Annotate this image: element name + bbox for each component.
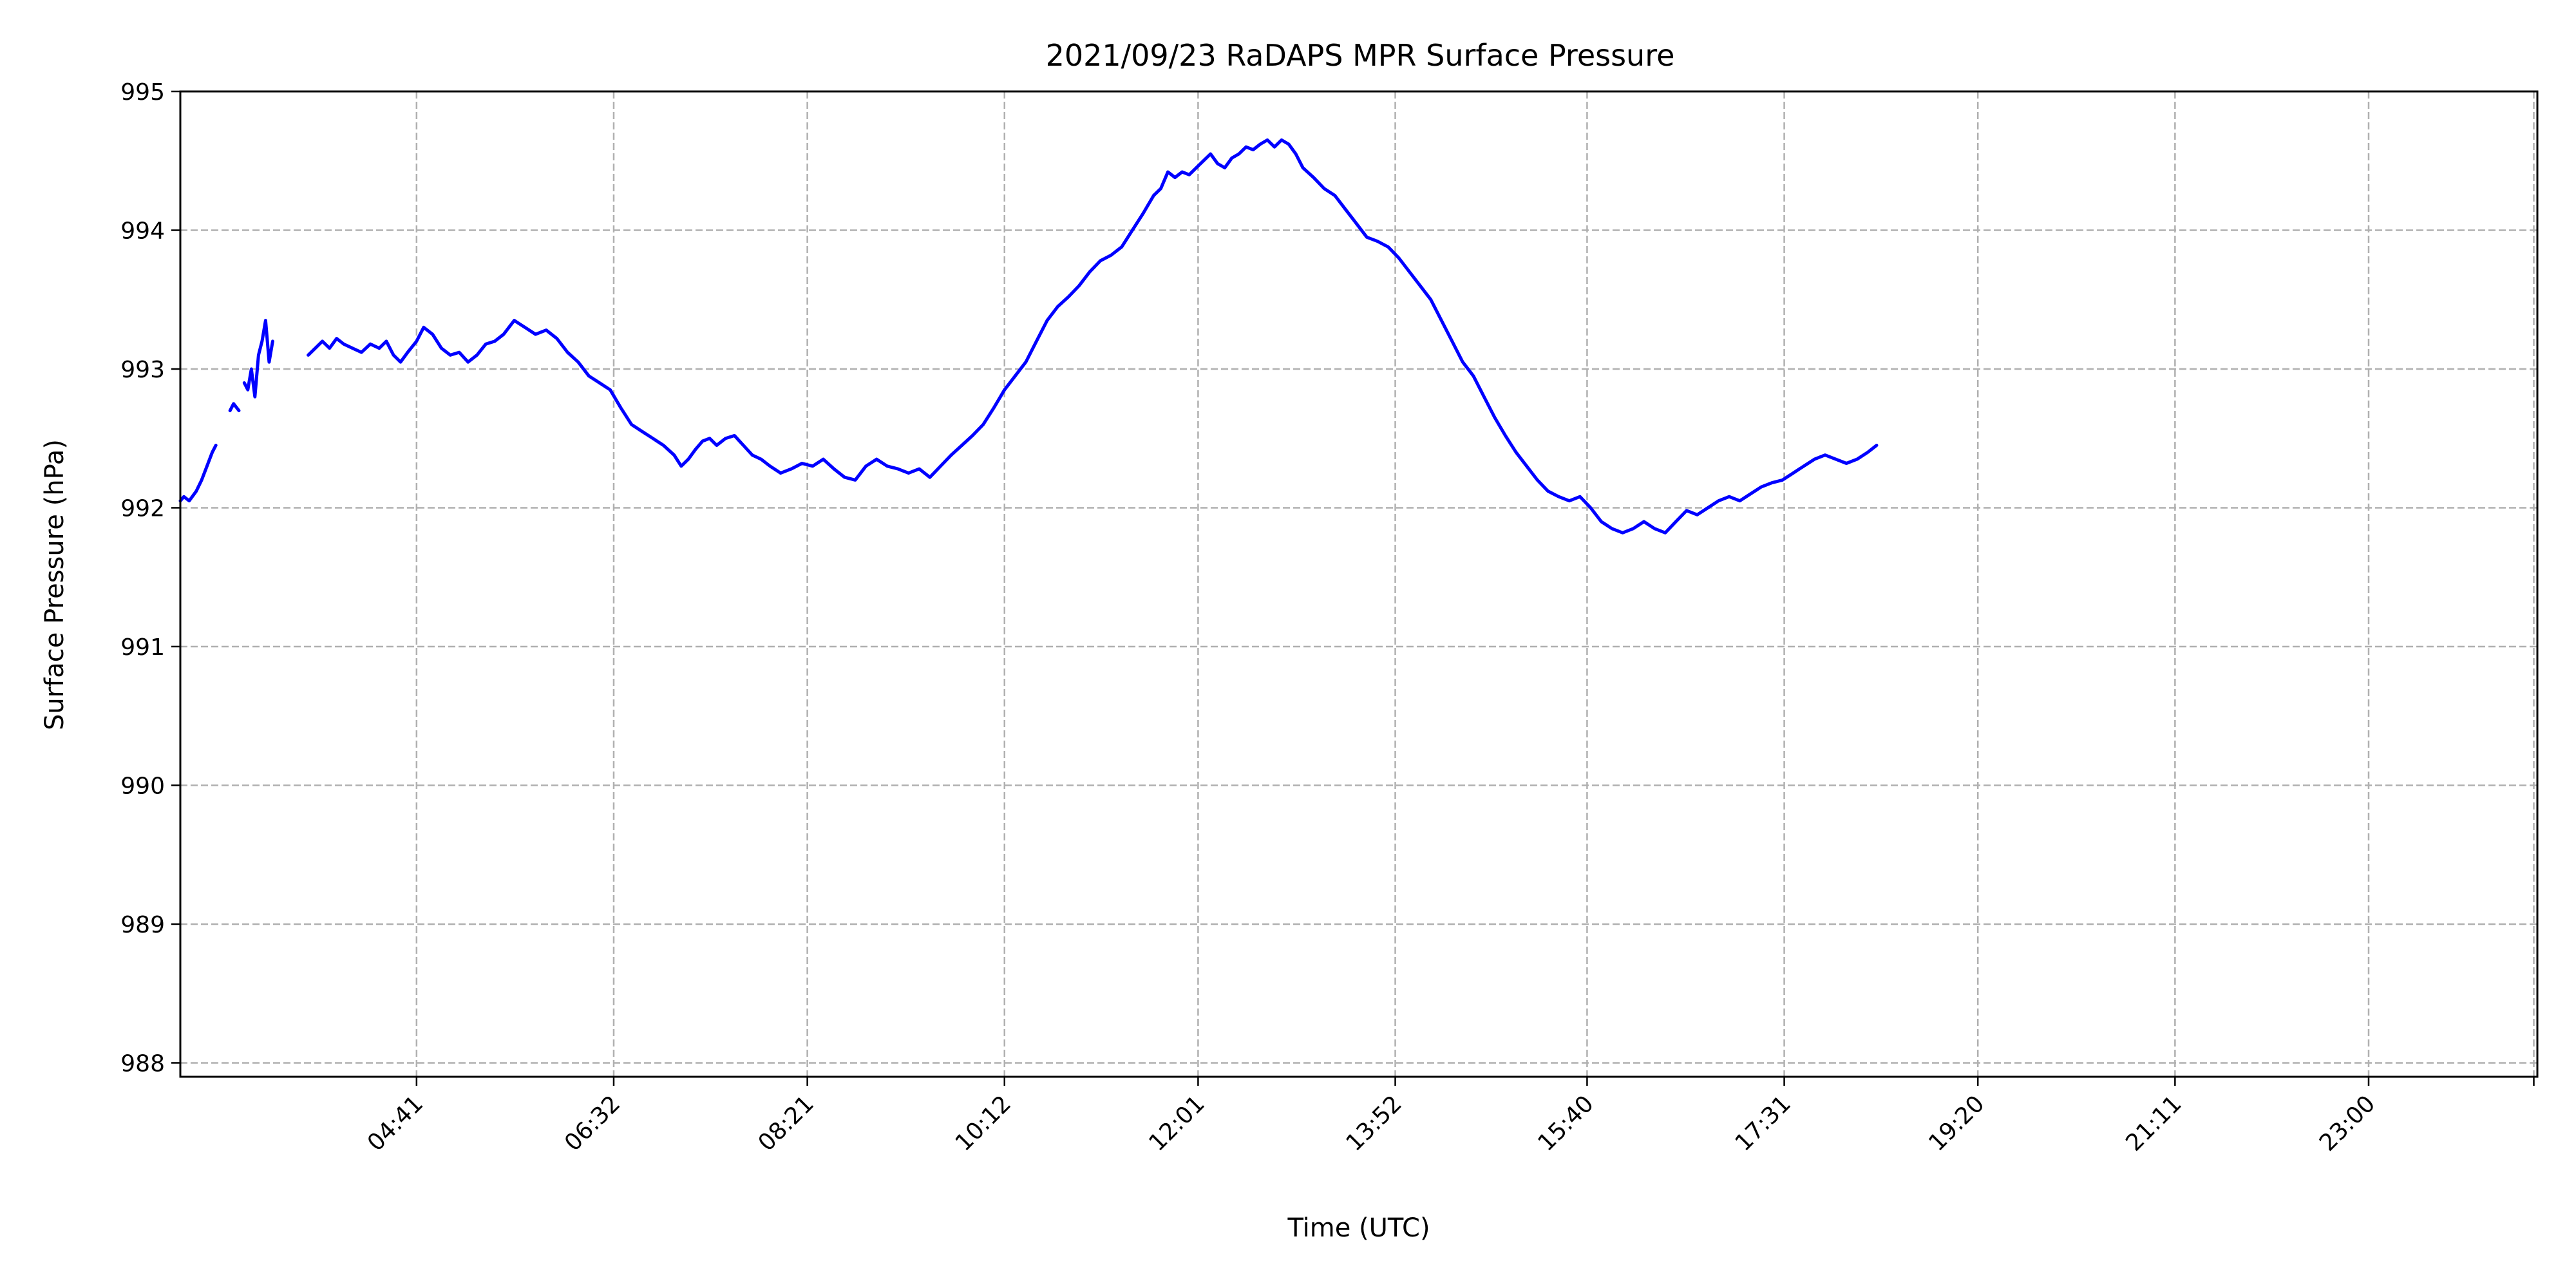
plot-frame xyxy=(179,90,2539,1078)
pressure-line-segment xyxy=(228,402,241,413)
y-axis-title: Surface Pressure (hPa) xyxy=(40,439,70,730)
pressure-line-segment xyxy=(178,444,218,503)
y-tick-label: 988 xyxy=(120,1050,165,1077)
chart-title: 2021/09/23 RaDAPS MPR Surface Pressure xyxy=(1046,38,1675,73)
y-axis: 988 989 990 991 992 993 994 995 xyxy=(120,79,180,1077)
y-tick-label: 990 xyxy=(120,773,165,799)
y-tick-label: 992 xyxy=(120,495,165,522)
y-tick-label: 989 xyxy=(120,912,165,938)
grid xyxy=(180,90,2537,1077)
pressure-line-segment xyxy=(307,138,1879,535)
y-tick-label: 991 xyxy=(120,634,165,661)
y-tick-label: 995 xyxy=(120,79,165,106)
pressure-line-segment xyxy=(242,319,274,399)
data-series xyxy=(178,138,1879,535)
y-tick-label: 993 xyxy=(120,357,165,383)
x-axis-title: Time (UTC) xyxy=(1287,1213,1430,1243)
y-tick-label: 994 xyxy=(120,218,165,244)
